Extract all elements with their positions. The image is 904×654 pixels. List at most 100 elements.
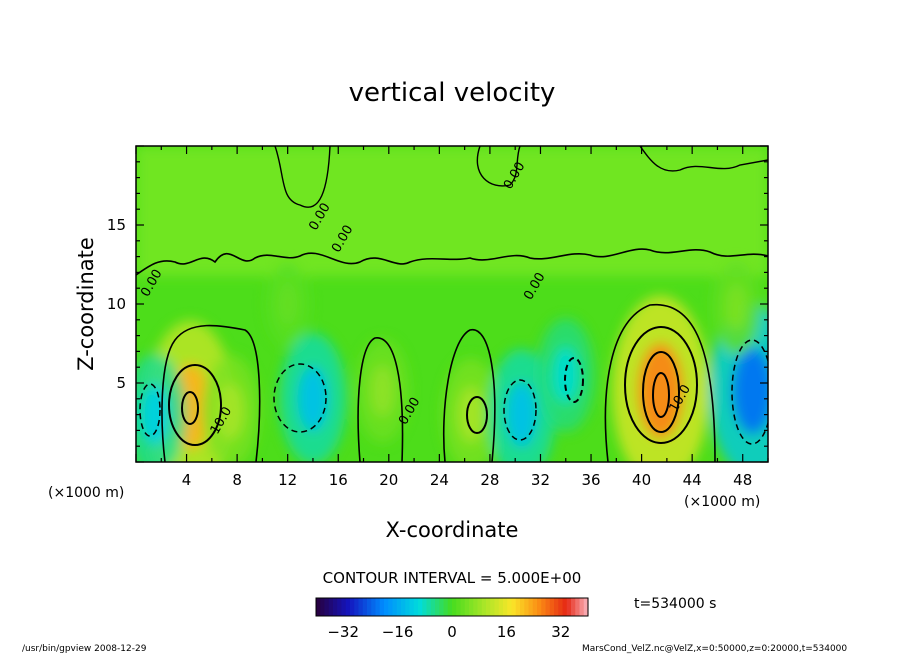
colorbar-swatch [316, 598, 321, 616]
zero-contour-d [604, 303, 716, 462]
zero-contour-a [161, 324, 261, 462]
colorbar-swatch [401, 598, 406, 616]
field-cell [297, 365, 329, 432]
colorbar-swatch [418, 598, 423, 616]
x-tick-label: 40 [632, 471, 651, 489]
x-tick-label: 44 [683, 471, 702, 489]
colorbar-swatch [528, 598, 534, 616]
zero-contour-upper [136, 248, 768, 276]
zero-contour-c [442, 329, 496, 462]
zero-contour-top [274, 146, 768, 208]
y-tick-label: 5 [116, 374, 126, 392]
contour-pos-3b [642, 351, 680, 433]
field-cell [506, 381, 537, 448]
colorbar-swatch [507, 598, 513, 616]
colorbar-swatch [456, 598, 462, 616]
colorbar-swatch [515, 598, 521, 616]
colorbar-swatch [430, 598, 436, 616]
colorbar-swatch [435, 598, 440, 616]
x-tick-label: 28 [480, 471, 499, 489]
contour-pos-2 [466, 396, 488, 434]
colorbar: −32 −16 0 16 32 [315, 597, 589, 641]
colorbar-swatch [532, 598, 538, 616]
colorbar-swatch [350, 598, 355, 616]
colorbar-swatch [388, 598, 394, 616]
colorbar-swatch [426, 598, 432, 616]
colorbar-swatch [439, 598, 445, 616]
x-tick-label: 16 [329, 471, 348, 489]
colorbar-swatch [579, 598, 585, 616]
colorbar-swatch [545, 598, 551, 616]
x-tick-label: 8 [232, 471, 242, 489]
x-unit-right: (×1000 m) [684, 494, 760, 510]
colorbar-swatch [375, 598, 381, 616]
colorbar-swatch [464, 598, 470, 616]
colorbar-swatch [396, 598, 402, 616]
colorbar-swatch [520, 598, 525, 616]
colorbar-swatch [566, 598, 572, 616]
field-cell [638, 343, 683, 439]
colorbar-swatch [392, 598, 398, 616]
colorbar-swatch [549, 598, 555, 616]
colorbar-swatch [443, 598, 449, 616]
colorbar-tick-label: −16 [382, 623, 414, 641]
colorbar-swatch [575, 598, 581, 616]
colorbar-tick-label: 0 [447, 623, 457, 641]
x-unit-left: (×1000 m) [48, 485, 124, 501]
footer-left: /usr/bin/gpview 2008-12-29 [22, 644, 147, 654]
colorbar-swatch [494, 598, 500, 616]
colorbar-swatch [490, 598, 496, 616]
field-cell [725, 283, 748, 331]
contour-interval: CONTOUR INTERVAL = 5.000E+00 [323, 569, 582, 587]
colorbar-swatch [328, 598, 334, 616]
chart-title: vertical velocity [349, 78, 556, 108]
colorbar-swatch [511, 598, 517, 616]
time-label: t=534000 s [634, 596, 716, 612]
field-cell [457, 386, 485, 443]
colorbar-swatch [481, 598, 487, 616]
colorbar-swatch [571, 598, 576, 616]
colorbar-swatch [447, 598, 453, 616]
field-cell [732, 347, 768, 434]
colorbar-tick-label: 32 [551, 623, 570, 641]
colorbar-swatch [367, 598, 372, 616]
colorbar-swatch [562, 598, 568, 616]
colorbar-swatch [537, 598, 542, 616]
colorbar-swatch [452, 598, 457, 616]
footer-right: MarsCond_VelZ.nc@VelZ,x=0:50000,z=0:2000… [582, 644, 847, 654]
colorbar-swatch [554, 598, 559, 616]
colorbar-swatch [384, 598, 389, 616]
colorbar-swatch [405, 598, 411, 616]
colorbar-swatch [320, 598, 326, 616]
colorbar-swatch [413, 598, 419, 616]
x-axis-label: X-coordinate [386, 518, 519, 542]
x-tick-label: 48 [733, 471, 752, 489]
colorbar-swatch [337, 598, 343, 616]
y-tick-label: 10 [107, 295, 126, 313]
colorbar-tick-label: 16 [497, 623, 516, 641]
colorbar-swatch [477, 598, 483, 616]
colorbar-swatch [333, 598, 338, 616]
colorbar-swatch [473, 598, 479, 616]
y-axis-label: Z-coordinate [74, 237, 98, 371]
x-tick-label: 32 [531, 471, 550, 489]
colorbar-swatch [558, 598, 564, 616]
colorbar-frame [315, 597, 589, 617]
contour-neg-1 [139, 383, 161, 437]
field-cell [140, 384, 170, 446]
colorbar-swatch [362, 598, 368, 616]
contour-pos-1 [168, 364, 222, 446]
field-cell [217, 383, 245, 440]
contour-neg-2 [273, 363, 327, 433]
colorbar-tick-label: −32 [327, 623, 359, 641]
upper-field [136, 146, 768, 276]
colorbar-swatch [354, 598, 360, 616]
colorbar-swatch [486, 598, 491, 616]
x-tick-label: 12 [278, 471, 297, 489]
contour-neg-4 [564, 357, 584, 403]
colorbar-swatch [371, 598, 377, 616]
x-tick-label: 36 [581, 471, 600, 489]
contour-pos-3 [624, 326, 698, 444]
